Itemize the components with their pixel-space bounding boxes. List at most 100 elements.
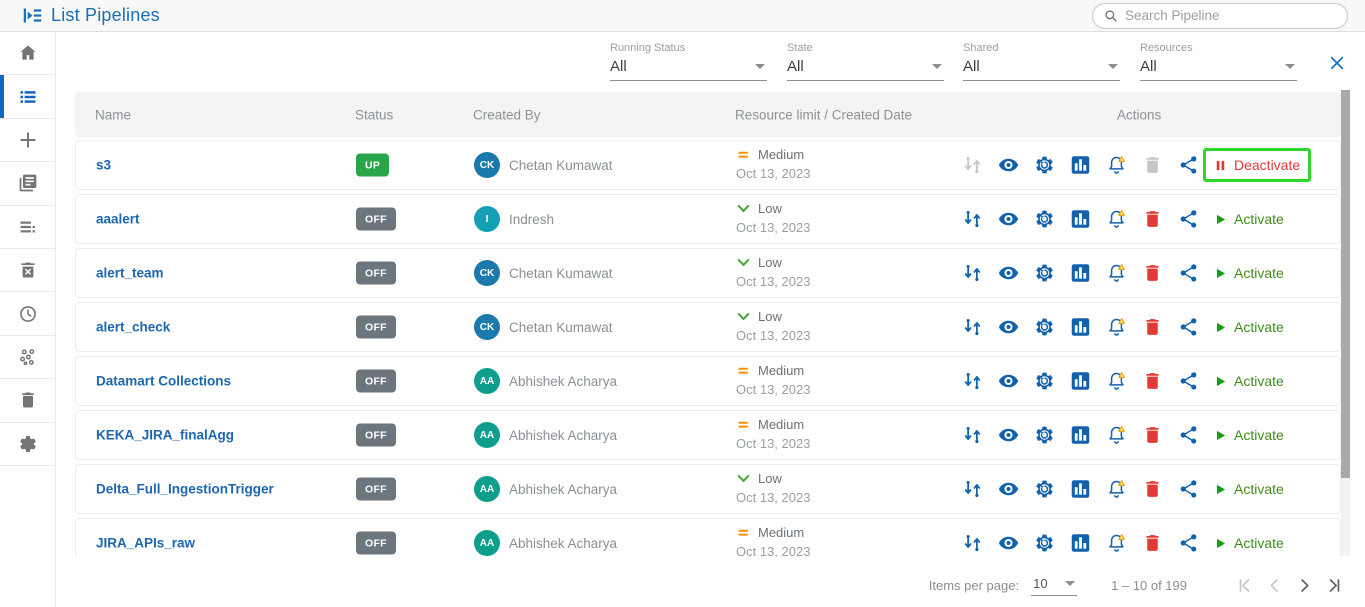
delete-icon[interactable] [1141, 370, 1164, 393]
pipeline-name-link[interactable]: Delta_Full_IngestionTrigger [96, 481, 274, 497]
search-box[interactable] [1092, 2, 1348, 29]
swap-icon[interactable] [961, 262, 984, 285]
sidebar-item-pipelines-list[interactable] [0, 75, 55, 119]
sidebar-item-trash[interactable] [0, 379, 55, 423]
share-icon[interactable] [1177, 424, 1200, 447]
chart-icon[interactable] [1069, 532, 1092, 555]
items-per-page-select[interactable]: 10 [1031, 574, 1078, 596]
gear-sync-icon[interactable] [1033, 532, 1056, 555]
share-icon[interactable] [1177, 532, 1200, 555]
toggle-activation-button[interactable]: Activate [1207, 206, 1291, 232]
delete-icon[interactable] [1141, 262, 1164, 285]
bell-alert-icon[interactable] [1105, 316, 1128, 339]
share-icon[interactable] [1177, 478, 1200, 501]
toggle-activation-button[interactable]: Activate [1207, 530, 1291, 556]
delete-icon[interactable] [1141, 478, 1164, 501]
toggle-activation-button[interactable]: Activate [1207, 422, 1291, 448]
sidebar-item-hub[interactable] [0, 336, 55, 380]
gear-sync-icon[interactable] [1033, 154, 1056, 177]
gear-sync-icon[interactable] [1033, 370, 1056, 393]
chart-icon[interactable] [1069, 424, 1092, 447]
share-icon[interactable] [1177, 208, 1200, 231]
swap-icon[interactable] [961, 316, 984, 339]
scrollbar-thumb[interactable] [1341, 90, 1350, 478]
bell-alert-icon[interactable] [1105, 424, 1128, 447]
gear-sync-icon[interactable] [1033, 478, 1056, 501]
eye-icon[interactable] [997, 478, 1020, 501]
chart-icon[interactable] [1069, 262, 1092, 285]
gear-sync-icon[interactable] [1033, 262, 1056, 285]
sidebar-item-library[interactable] [0, 162, 55, 206]
eye-icon[interactable] [997, 154, 1020, 177]
chart-icon[interactable] [1069, 316, 1092, 339]
chart-icon[interactable] [1069, 208, 1092, 231]
bell-alert-icon[interactable] [1105, 532, 1128, 555]
chart-icon[interactable] [1069, 154, 1092, 177]
share-icon[interactable] [1177, 262, 1200, 285]
delete-icon[interactable] [1141, 154, 1164, 177]
previous-page-icon[interactable] [1259, 572, 1289, 598]
next-page-icon[interactable] [1289, 572, 1319, 598]
eye-icon[interactable] [997, 424, 1020, 447]
delete-icon[interactable] [1141, 316, 1164, 339]
toggle-activation-button[interactable]: Activate [1207, 260, 1291, 286]
filter-resources-select[interactable]: All [1140, 54, 1297, 81]
swap-icon[interactable] [961, 208, 984, 231]
bell-alert-icon[interactable] [1105, 154, 1128, 177]
pipeline-name-link[interactable]: alert_check [96, 319, 171, 335]
pipeline-name-link[interactable]: Datamart Collections [96, 373, 232, 389]
sidebar-item-list-alt[interactable] [0, 206, 55, 249]
pipeline-name-link[interactable]: JIRA_APIs_raw [96, 535, 196, 551]
pipeline-name-link[interactable]: alert_team [96, 265, 164, 281]
sidebar-item-add[interactable] [0, 119, 55, 163]
bell-alert-icon[interactable] [1105, 370, 1128, 393]
chart-icon[interactable] [1069, 370, 1092, 393]
close-filters-icon[interactable] [1328, 54, 1346, 72]
swap-icon[interactable] [961, 478, 984, 501]
share-icon[interactable] [1177, 154, 1200, 177]
chart-icon[interactable] [1069, 478, 1092, 501]
share-icon[interactable] [1177, 370, 1200, 393]
swap-icon[interactable] [961, 424, 984, 447]
resource-level: Low [758, 309, 782, 324]
eye-icon[interactable] [997, 370, 1020, 393]
swap-icon[interactable] [961, 532, 984, 555]
eye-icon[interactable] [997, 316, 1020, 339]
eye-icon[interactable] [997, 208, 1020, 231]
filter-state-select[interactable]: All [787, 54, 944, 81]
avatar: AA [474, 422, 500, 448]
toggle-activation-button[interactable]: Deactivate [1207, 152, 1307, 178]
delete-icon[interactable] [1141, 532, 1164, 555]
sidebar-item-delete-auto[interactable] [0, 249, 55, 293]
delete-icon[interactable] [1141, 208, 1164, 231]
toggle-activation-button[interactable]: Activate [1207, 476, 1291, 502]
bell-alert-icon[interactable] [1105, 478, 1128, 501]
eye-icon[interactable] [997, 262, 1020, 285]
gear-sync-icon[interactable] [1033, 424, 1056, 447]
filter-running-status-select[interactable]: All [610, 54, 767, 81]
gear-sync-icon[interactable] [1033, 208, 1056, 231]
delete-icon[interactable] [1141, 424, 1164, 447]
status-badge: OFF [356, 423, 396, 447]
share-icon[interactable] [1177, 316, 1200, 339]
pipeline-name-link[interactable]: s3 [96, 157, 112, 173]
filter-shared-select[interactable]: All [963, 54, 1120, 81]
gear-sync-icon[interactable] [1033, 316, 1056, 339]
toggle-activation-button[interactable]: Activate [1207, 314, 1291, 340]
toggle-activation-button[interactable]: Activate [1207, 368, 1291, 394]
search-input[interactable] [1125, 8, 1336, 23]
sidebar-item-home[interactable] [0, 32, 55, 76]
pipeline-name-link[interactable]: KEKA_JIRA_finalAgg [96, 427, 235, 443]
scrollbar-track[interactable] [1341, 90, 1350, 556]
eye-icon[interactable] [997, 532, 1020, 555]
first-page-icon[interactable] [1229, 572, 1259, 598]
sidebar-item-settings[interactable] [0, 423, 55, 466]
table-row: Datamart Collections OFF AA Abhishek Ach… [75, 356, 1341, 406]
swap-icon[interactable] [961, 154, 984, 177]
pipeline-name-link[interactable]: aaalert [96, 211, 140, 227]
last-page-icon[interactable] [1319, 572, 1349, 598]
bell-alert-icon[interactable] [1105, 262, 1128, 285]
swap-icon[interactable] [961, 370, 984, 393]
bell-alert-icon[interactable] [1105, 208, 1128, 231]
sidebar-item-history[interactable] [0, 292, 55, 336]
